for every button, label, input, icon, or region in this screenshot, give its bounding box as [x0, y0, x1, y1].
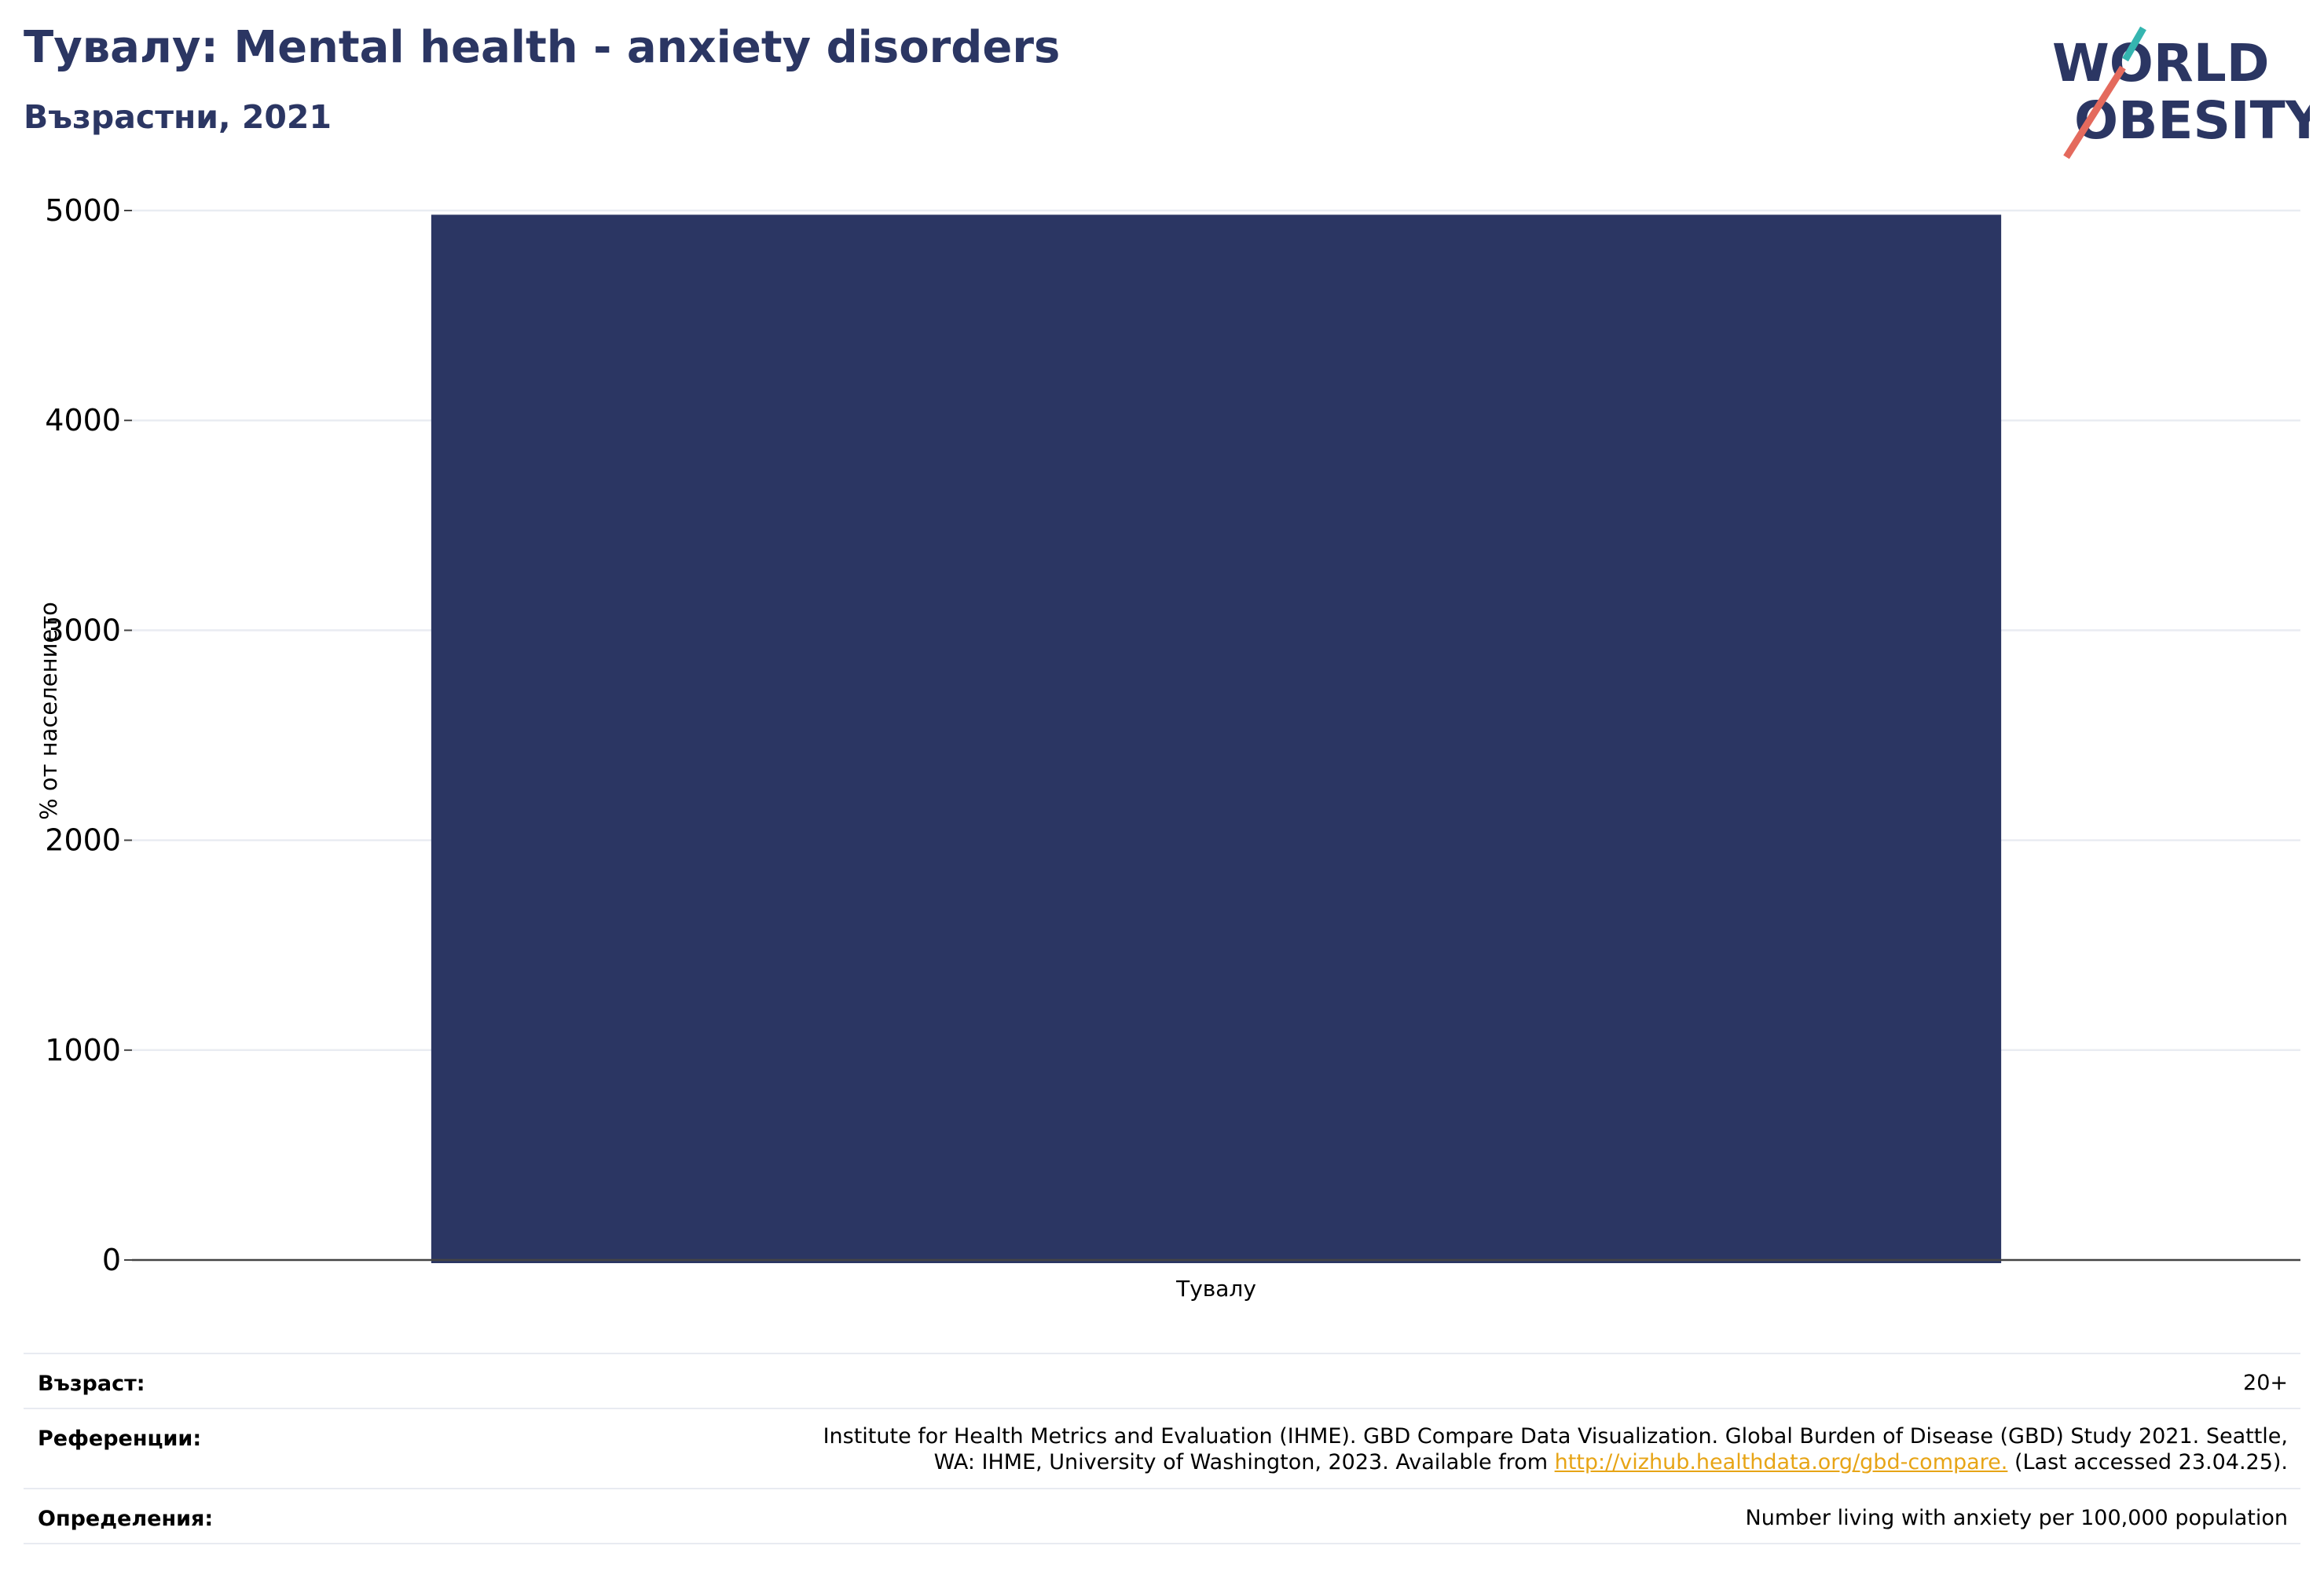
x-tick-labels: Тувалу: [1175, 1276, 1256, 1302]
bars: [431, 214, 2002, 1263]
definitions-label: Определения:: [38, 1507, 214, 1531]
y-tick-label: 3000: [45, 613, 121, 647]
bar-0: [431, 214, 2002, 1263]
bar-chart: 0 1000 2000 3000 4000 5000 Тувалу % от населе…: [35, 193, 2300, 1302]
page-title: Тувалу: Mental health - anxiety disorder…: [24, 22, 1061, 73]
references-line-1: Institute for Health Metrics and Evaluat…: [823, 1424, 2288, 1449]
references-line-2-pre: WA: IHME, University of Washington, 2023…: [933, 1450, 1555, 1474]
world-obesity-logo: WORLD OBESITY: [2052, 26, 2310, 159]
y-tick-label: 5000: [45, 193, 121, 228]
references-line-2-post: (Last accessed 23.04.25).: [2007, 1450, 2288, 1474]
logo-red-slash: [2063, 65, 2126, 159]
logo-text-obesity: OBESITY: [2074, 90, 2310, 151]
meta-row-definitions: Определения: Number living with anxiety …: [24, 1488, 2300, 1544]
page-subtitle: Възрастни, 2021: [24, 98, 332, 136]
definitions-value: Number living with anxiety per 100,000 p…: [1745, 1506, 2288, 1530]
references-link[interactable]: http://vizhub.healthdata.org/gbd-compare…: [1554, 1450, 2008, 1474]
logo-teal-slash: [2122, 26, 2146, 62]
meta-row-references: Референции: Institute for Health Metrics…: [24, 1408, 2300, 1489]
y-tick-labels: 0 1000 2000 3000 4000 5000: [45, 193, 132, 1277]
meta-bottom-border: [24, 1543, 2300, 1544]
age-value: 20+: [2243, 1371, 2288, 1395]
y-tick-label: 1000: [45, 1033, 121, 1068]
x-tick-label: Тувалу: [1175, 1276, 1256, 1302]
y-tick-label: 0: [102, 1243, 121, 1277]
y-tick-label: 4000: [45, 403, 121, 438]
y-tick-label: 2000: [45, 823, 121, 858]
meta-row-age: Възраст: 20+: [24, 1353, 2300, 1409]
y-axis-label: % от населението: [35, 602, 62, 820]
logo-text-world: WORLD: [2052, 33, 2270, 93]
age-label: Възраст:: [38, 1372, 145, 1396]
references-label: Референции:: [38, 1427, 202, 1451]
references-text: Institute for Health Metrics and Evaluat…: [823, 1423, 2288, 1475]
references-line-2: WA: IHME, University of Washington, 2023…: [823, 1449, 2288, 1475]
